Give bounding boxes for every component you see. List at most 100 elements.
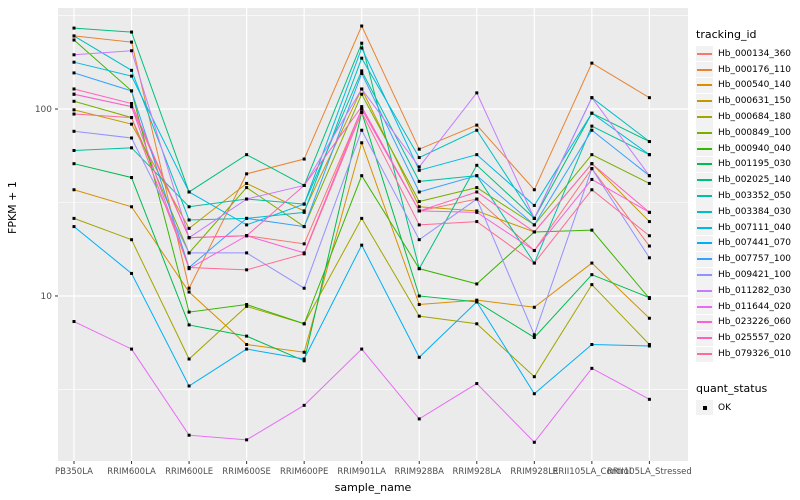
data-point bbox=[302, 286, 306, 290]
data-point bbox=[130, 74, 134, 78]
data-point bbox=[475, 220, 479, 224]
legend-item: Hb_023226_060 bbox=[696, 314, 800, 331]
data-point bbox=[187, 433, 191, 437]
data-point bbox=[360, 141, 364, 145]
data-point bbox=[647, 244, 651, 248]
legend-item-label: Hb_003384_030 bbox=[718, 206, 792, 217]
data-point bbox=[302, 242, 306, 246]
data-point bbox=[590, 366, 594, 370]
data-point bbox=[590, 128, 594, 132]
data-point bbox=[72, 53, 76, 57]
data-point bbox=[187, 218, 191, 222]
data-point bbox=[72, 99, 76, 103]
legend-item: Hb_000940_040 bbox=[696, 141, 800, 157]
legend-item: Hb_000849_100 bbox=[696, 125, 800, 141]
legend-item: Hb_007757_100 bbox=[696, 251, 800, 267]
data-point bbox=[590, 153, 594, 157]
data-point bbox=[245, 197, 249, 201]
data-point bbox=[417, 168, 421, 172]
data-point bbox=[417, 179, 421, 183]
data-point bbox=[360, 110, 364, 114]
data-point bbox=[417, 267, 421, 271]
data-point bbox=[187, 310, 191, 314]
data-point bbox=[302, 350, 306, 354]
data-point bbox=[72, 225, 76, 229]
data-point bbox=[532, 230, 536, 234]
legend-item-label: Hb_023226_060 bbox=[718, 317, 792, 328]
data-point bbox=[130, 68, 134, 72]
data-point bbox=[130, 30, 134, 34]
legend-item-label: Hb_001195_030 bbox=[718, 159, 792, 170]
legend-item: Hb_000540_140 bbox=[696, 77, 800, 94]
legend-key-swatch bbox=[696, 125, 713, 141]
data-point bbox=[360, 107, 364, 111]
x-tick-label: RRIM600SE bbox=[222, 467, 271, 477]
data-point bbox=[417, 303, 421, 307]
data-point bbox=[245, 334, 249, 338]
data-point bbox=[72, 162, 76, 166]
data-point bbox=[647, 140, 651, 144]
data-point bbox=[130, 136, 134, 140]
legend-key-swatch bbox=[696, 204, 713, 220]
legend-key-swatch bbox=[696, 235, 713, 251]
data-point bbox=[302, 403, 306, 407]
legend-item-label: Hb_000940_040 bbox=[718, 143, 792, 154]
data-point bbox=[72, 320, 76, 324]
data-point bbox=[417, 205, 421, 209]
data-point bbox=[417, 147, 421, 151]
data-point bbox=[417, 200, 421, 204]
data-point bbox=[417, 209, 421, 213]
data-point bbox=[647, 397, 651, 401]
data-point bbox=[130, 49, 134, 53]
x-tick-label: PB350LA bbox=[55, 467, 93, 477]
data-point bbox=[130, 40, 134, 44]
data-point bbox=[187, 357, 191, 361]
data-point bbox=[417, 417, 421, 421]
legend-item-label: Hb_011282_030 bbox=[718, 285, 792, 296]
data-point bbox=[417, 190, 421, 194]
data-point bbox=[245, 234, 249, 238]
x-tick-label: RRIM901LA bbox=[337, 467, 386, 477]
data-point bbox=[72, 26, 76, 30]
data-point bbox=[647, 344, 651, 348]
data-point bbox=[590, 273, 594, 277]
data-point bbox=[475, 123, 479, 127]
data-point bbox=[187, 384, 191, 388]
data-point bbox=[130, 271, 134, 275]
data-point bbox=[130, 122, 134, 126]
data-point bbox=[647, 210, 651, 214]
legend: tracking_id Hb_000134_360 Hb_000176_110 Hb… bbox=[696, 28, 800, 416]
data-point bbox=[647, 234, 651, 238]
legend-item-label: Hb_003352_050 bbox=[718, 191, 792, 202]
data-point bbox=[130, 116, 134, 120]
data-point bbox=[72, 60, 76, 64]
data-point bbox=[245, 343, 249, 347]
data-point bbox=[532, 216, 536, 220]
x-tick-label: RRIM928BA bbox=[394, 467, 444, 477]
data-point bbox=[72, 71, 76, 75]
data-point bbox=[187, 236, 191, 240]
x-tick-label: RRII105LA_Stressed bbox=[607, 467, 692, 477]
data-point bbox=[417, 314, 421, 318]
data-point bbox=[360, 24, 364, 28]
data-point bbox=[417, 165, 421, 169]
data-point bbox=[72, 92, 76, 96]
legend-key-swatch bbox=[696, 172, 713, 188]
quant-legend-item: OK bbox=[696, 400, 800, 416]
data-point bbox=[245, 268, 249, 272]
data-point bbox=[532, 249, 536, 253]
data-point bbox=[475, 153, 479, 157]
data-point bbox=[647, 174, 651, 178]
x-tick-label: RRIM600LA bbox=[107, 467, 156, 477]
data-point bbox=[647, 181, 651, 185]
legend-item: Hb_011282_030 bbox=[696, 283, 800, 299]
data-point bbox=[360, 347, 364, 351]
data-point bbox=[130, 176, 134, 180]
data-point bbox=[475, 300, 479, 304]
data-point bbox=[590, 61, 594, 65]
legend-key-swatch bbox=[696, 283, 713, 299]
x-tick-label: RRIM600LE bbox=[165, 467, 213, 477]
legend-key-swatch bbox=[696, 156, 713, 172]
panel-background bbox=[58, 8, 688, 461]
